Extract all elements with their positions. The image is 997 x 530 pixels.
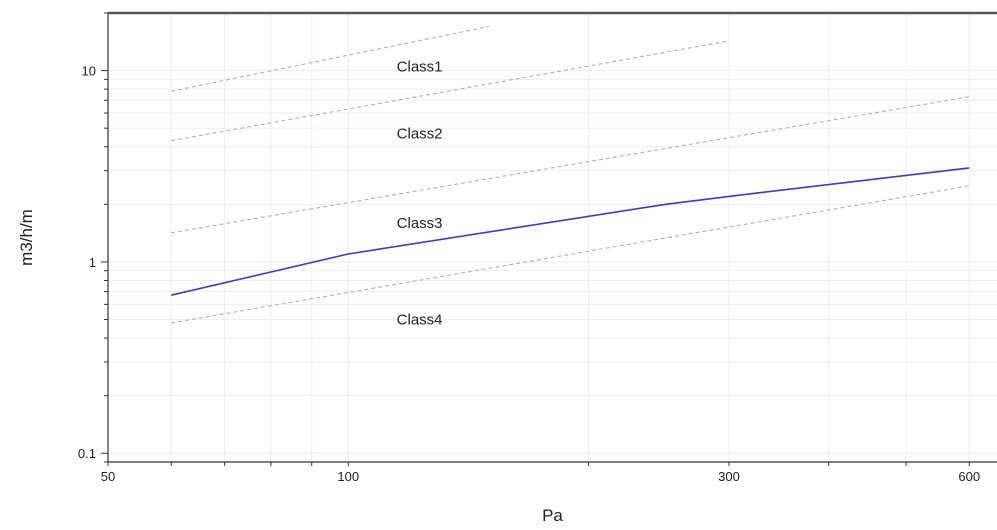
class-label-2: Class2 xyxy=(397,125,443,142)
class-label-1: Class1 xyxy=(397,59,443,76)
class-boundary-line-4 xyxy=(171,185,970,324)
x-tick-label: 100 xyxy=(337,469,359,484)
y-tick-label: 10 xyxy=(82,64,96,79)
tick-labels: 50 100 300 600 0.1 1 10 xyxy=(78,64,980,484)
class-boundary-line-1 xyxy=(171,25,489,92)
x-tick-label: 300 xyxy=(718,469,740,484)
grid xyxy=(108,13,997,462)
class-label-4: Class4 xyxy=(397,312,443,329)
class-boundary-line-3 xyxy=(171,96,970,234)
y-axis-label: m3/h/m xyxy=(17,209,36,266)
class-boundary-line-2 xyxy=(171,40,730,142)
series-line-1 xyxy=(171,167,970,296)
x-tick-label: 50 xyxy=(101,469,115,484)
class-label-3: Class3 xyxy=(397,215,443,232)
y-tick-label: 0.1 xyxy=(78,446,96,461)
y-tick-label: 1 xyxy=(89,255,96,270)
series-layer xyxy=(171,167,970,296)
axes xyxy=(101,11,997,466)
x-tick-label: 600 xyxy=(958,469,980,484)
class-boundaries xyxy=(171,25,970,324)
x-axis-label: Pa xyxy=(542,506,563,525)
class-labels: Class1 Class2 Class3 Class4 xyxy=(397,59,443,329)
